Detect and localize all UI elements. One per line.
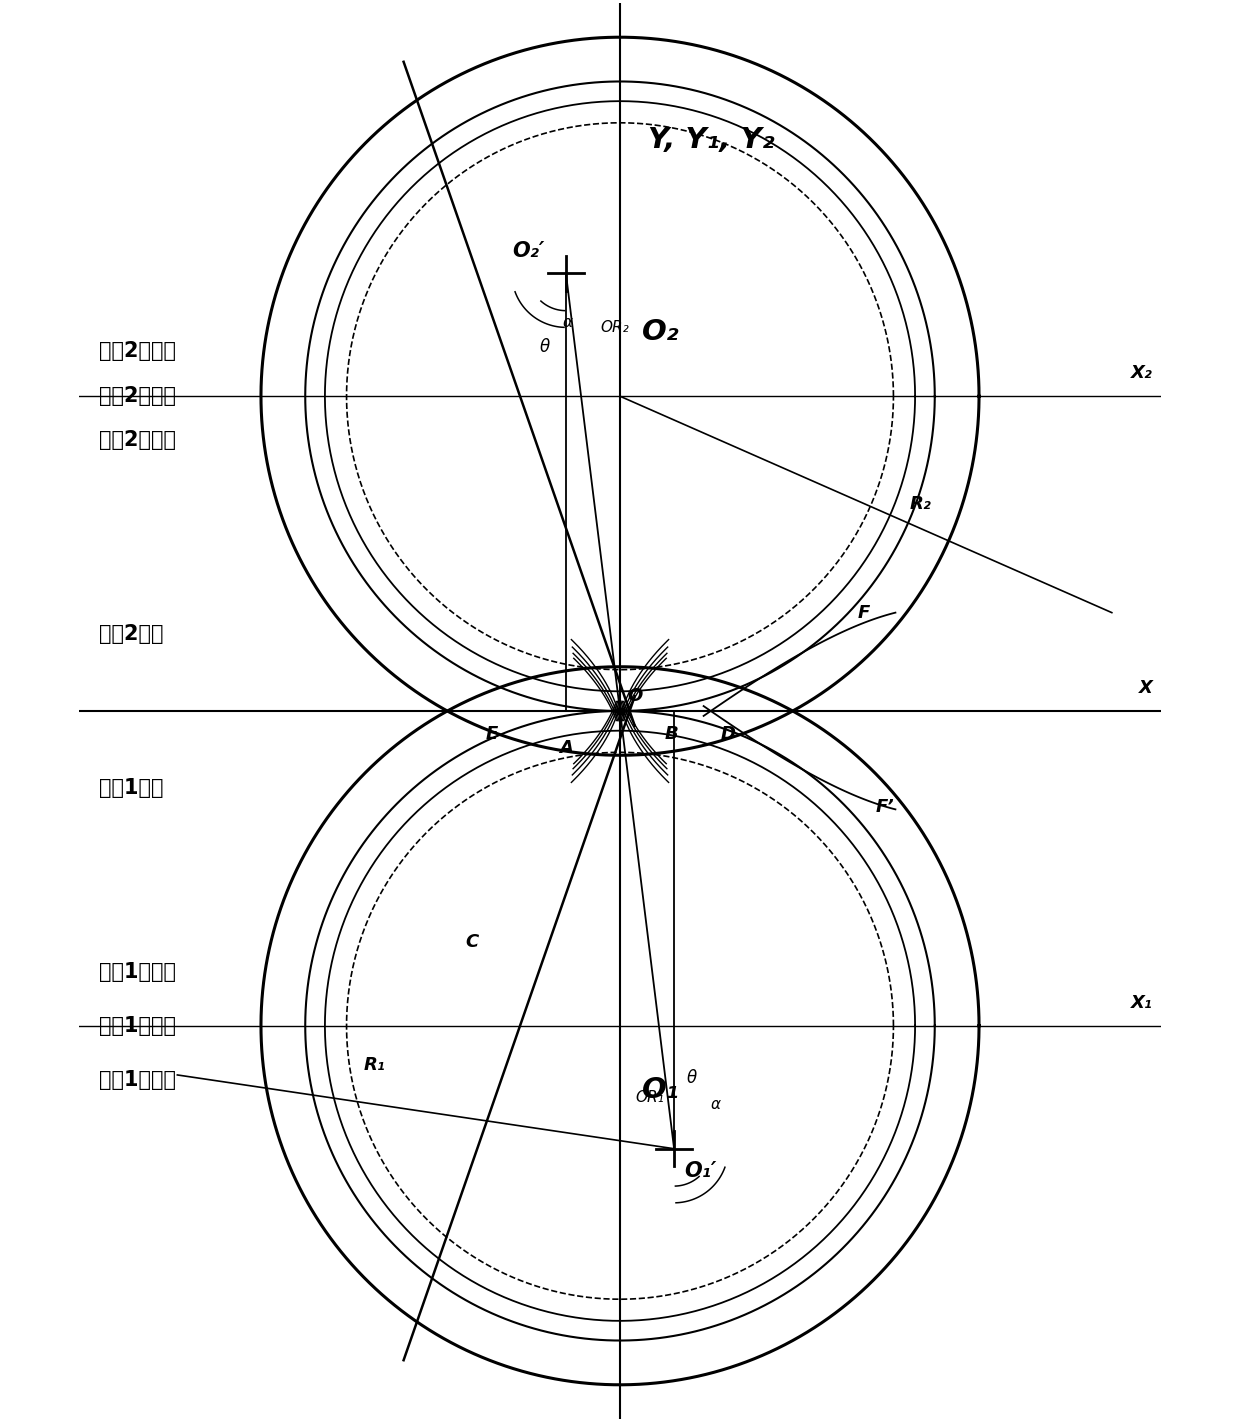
Text: D: D bbox=[720, 725, 735, 742]
Text: O₂′: O₂′ bbox=[512, 242, 544, 262]
Text: OR₂: OR₂ bbox=[600, 320, 630, 334]
Text: 齿轢2分度圆: 齿轢2分度圆 bbox=[99, 387, 176, 407]
Text: 齿轢1分度圆: 齿轢1分度圆 bbox=[99, 1015, 176, 1035]
Text: α: α bbox=[563, 314, 573, 330]
Text: θ: θ bbox=[539, 338, 549, 356]
Text: O: O bbox=[627, 687, 642, 705]
Text: θ: θ bbox=[687, 1069, 697, 1086]
Text: C: C bbox=[466, 933, 479, 951]
Text: O₁: O₁ bbox=[641, 1075, 680, 1103]
Text: E: E bbox=[486, 725, 498, 742]
Text: 齿轢2齿根圆: 齿轢2齿根圆 bbox=[99, 429, 176, 449]
Text: 齿轢1齿顶圆: 齿轢1齿顶圆 bbox=[99, 961, 176, 981]
Text: X: X bbox=[1140, 680, 1153, 697]
Text: R₂: R₂ bbox=[909, 495, 931, 513]
Text: F: F bbox=[858, 604, 870, 623]
Text: α: α bbox=[711, 1096, 720, 1112]
Text: 齿轢1齿根圆: 齿轢1齿根圆 bbox=[99, 1069, 176, 1089]
Text: Y, Y₁, Y₂: Y, Y₁, Y₂ bbox=[647, 127, 774, 155]
Text: A: A bbox=[559, 738, 573, 757]
Text: 齿轢2基圆: 齿轢2基圆 bbox=[99, 624, 164, 644]
Text: R₁: R₁ bbox=[363, 1057, 384, 1074]
Text: X₂: X₂ bbox=[1131, 364, 1153, 383]
Text: 齿轢1基圆: 齿轢1基圆 bbox=[99, 778, 164, 798]
Text: 齿轢2齿顶圆: 齿轢2齿顶圆 bbox=[99, 341, 176, 361]
Text: O₁′: O₁′ bbox=[684, 1160, 717, 1180]
Text: OR₁: OR₁ bbox=[635, 1091, 663, 1105]
Text: O₂: O₂ bbox=[641, 319, 680, 347]
Text: B: B bbox=[665, 725, 678, 742]
Text: F’: F’ bbox=[875, 798, 894, 816]
Text: X₁: X₁ bbox=[1131, 994, 1153, 1012]
